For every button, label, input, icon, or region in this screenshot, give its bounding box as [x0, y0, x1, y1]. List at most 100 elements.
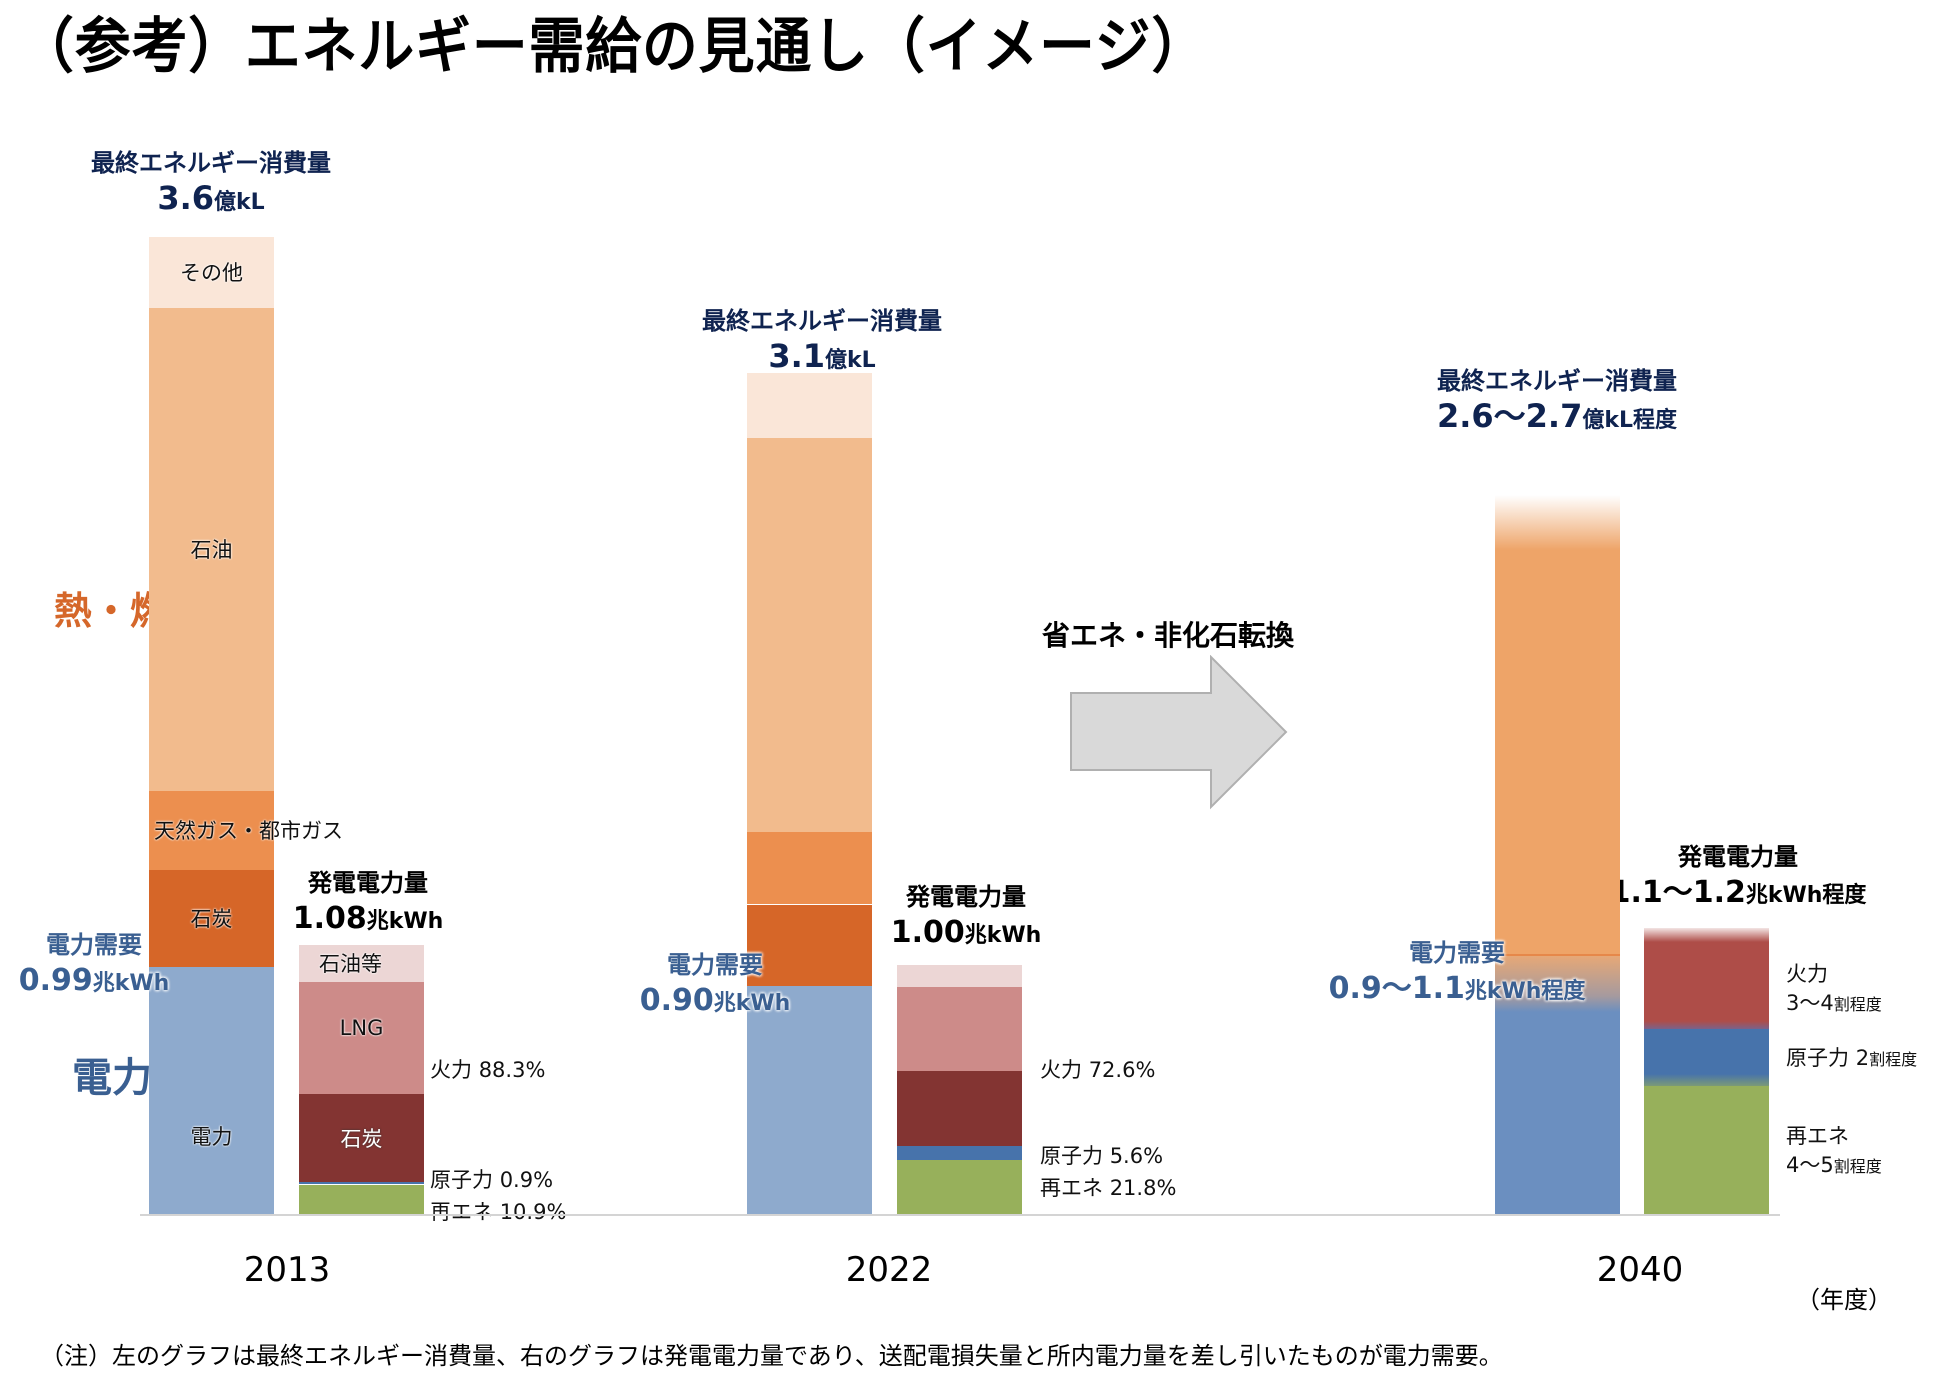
- power-generation-value: 1.00: [890, 915, 965, 951]
- power-demand-unit: 兆kWh程度: [1464, 979, 1586, 1005]
- x-tick-label-2040: 2040: [1596, 1250, 1684, 1290]
- consumption-segment-label: 石油: [190, 538, 233, 563]
- generation-segment-2040-gen_thermal_2040: [1644, 928, 1769, 1029]
- final-energy-label-2013: 最終エネルギー消費量 3.6億kL: [91, 148, 331, 218]
- generation-segment-2022-gen_lng: [897, 987, 1022, 1071]
- generation-segment-2022-gen_renewable: [897, 1160, 1022, 1214]
- annotation-renewable-2022: 再エネ 21.8%: [1040, 1174, 1176, 1203]
- final-energy-value: 3.1: [768, 337, 826, 375]
- generation-segment-2022-gen_coal: [897, 1071, 1022, 1146]
- consumption-segment-label: 電力: [190, 1124, 233, 1149]
- power-demand-label-2040: 電力需要 0.9～1.1兆kWh程度: [1329, 938, 1586, 1008]
- annotation-suffix: 割程度: [1833, 995, 1882, 1015]
- power-demand-label-2022: 電力需要 0.90兆kWh: [640, 950, 791, 1020]
- final-energy-unit: 億kL: [825, 348, 876, 373]
- annotation-label: 再エネ: [430, 1200, 493, 1224]
- power-generation-label-2013: 発電電力量 1.08兆kWh: [293, 868, 444, 938]
- power-demand-label-2013: 電力需要 0.99兆kWh: [19, 930, 170, 1000]
- annotation-label: 再エネ: [1786, 1124, 1849, 1148]
- final-energy-unit: 億kL程度: [1582, 408, 1678, 433]
- final-energy-unit: 億kL: [214, 190, 265, 215]
- x-axis-baseline: [140, 1214, 1780, 1216]
- consumption-segment-2022-coal: [747, 905, 872, 986]
- power-demand-value: 0.90: [639, 983, 714, 1019]
- annotation-label: 火力: [430, 1058, 472, 1082]
- power-generation-caption: 発電電力量: [1677, 843, 1798, 871]
- annotation-value: 21.8%: [1109, 1176, 1177, 1200]
- final-energy-label-2040: 最終エネルギー消費量 2.6～2.7億kL程度: [1437, 366, 1677, 436]
- power-generation-value: 1.08: [292, 901, 367, 937]
- annotation-nuclear-2013: 原子力 0.9%: [430, 1166, 553, 1195]
- annotation-value: 72.6%: [1088, 1058, 1156, 1082]
- annotation-label: 原子力: [430, 1168, 493, 1192]
- power-generation-caption: 発電電力量: [906, 883, 1026, 911]
- generation-segment-2013-gen_renewable: [299, 1185, 424, 1214]
- consumption-segment-2013-coal: [149, 869, 274, 967]
- final-energy-caption: 最終エネルギー消費量: [702, 307, 942, 335]
- final-energy-value: 2.6～2.7: [1436, 397, 1583, 435]
- annotation-suffix: 割程度: [1833, 1157, 1882, 1177]
- annotation-renewable-2040: 再エネ 4～5割程度: [1786, 1122, 1882, 1181]
- power-category-label: 電力: [72, 1055, 152, 1101]
- generation-segment-2022-gen_nuclear: [897, 1146, 1022, 1160]
- annotation-label: 原子力: [1786, 1046, 1849, 1070]
- consumption-segment-label: 石炭: [190, 907, 233, 932]
- page-title: （参考）エネルギー需給の見通し（イメージ）: [18, 12, 1209, 82]
- power-demand-unit: 兆kWh: [92, 971, 170, 997]
- generation-segment-label: 石油等: [319, 952, 382, 977]
- annotation-thermal-2013: 火力 88.3%: [430, 1056, 545, 1085]
- generation-segment-2013-gen_coal: [299, 1094, 424, 1182]
- annotation-label: 原子力: [1040, 1144, 1103, 1168]
- arrow-caption: 省エネ・非化石転換: [1042, 619, 1295, 652]
- generation-segment-2040-gen_nuclear: [1644, 1028, 1769, 1086]
- annotation-value: 5.6%: [1109, 1144, 1164, 1168]
- generation-segment-2013-gen_lng: [299, 982, 424, 1094]
- power-generation-unit: 兆kWh: [964, 923, 1042, 949]
- arrow-shape: [1070, 655, 1288, 810]
- consumption-segment-2022-oil: [747, 438, 872, 832]
- x-axis-unit-label: （年度）: [1796, 1286, 1892, 1314]
- consumption-segment-2040-electricity_2040: [1495, 956, 1620, 1214]
- consumption-segment-label: 天然ガス・都市ガス: [154, 818, 343, 843]
- generation-segment-label: 石炭: [340, 1127, 383, 1152]
- annotation-label: 再エネ: [1040, 1176, 1103, 1200]
- footnote: （注）左のグラフは最終エネルギー消費量、右のグラフは発電電力量であり、送配電損失…: [40, 1342, 1503, 1370]
- power-demand-value: 0.99: [18, 963, 93, 999]
- annotation-nuclear-2022: 原子力 5.6%: [1040, 1142, 1163, 1171]
- consumption-segment-2022-gas: [747, 831, 872, 904]
- final-energy-value: 3.6: [157, 179, 215, 217]
- consumption-segment-2013-oil: [149, 308, 274, 791]
- generation-segment-2013-gen_nuclear: [299, 1182, 424, 1184]
- power-demand-caption: 電力需要: [667, 951, 763, 979]
- power-demand-unit: 兆kWh: [713, 991, 791, 1017]
- annotation-label: 火力: [1786, 962, 1828, 986]
- consumption-segment-2013-electricity: [149, 967, 274, 1214]
- annotation-thermal-2022: 火力 72.6%: [1040, 1056, 1155, 1085]
- annotation-value: 2: [1855, 1046, 1870, 1070]
- consumption-segment-label: その他: [180, 261, 243, 286]
- final-energy-label-2022: 最終エネルギー消費量 3.1億kL: [702, 306, 942, 376]
- consumption-segment-2013-other: [149, 237, 274, 308]
- power-generation-label-2022: 発電電力量 1.00兆kWh: [891, 882, 1042, 952]
- consumption-segment-2022-electricity: [747, 986, 872, 1214]
- annotation-label: 火力: [1040, 1058, 1082, 1082]
- power-generation-label-2040: 発電電力量 1.1～1.2兆kWh程度: [1610, 842, 1867, 912]
- x-tick-label-2022: 2022: [845, 1250, 933, 1290]
- right-arrow-icon: [1070, 655, 1288, 810]
- power-demand-caption: 電力需要: [1408, 939, 1505, 967]
- generation-segment-2022-gen_oil: [897, 965, 1022, 987]
- power-generation-value: 1.1～1.2: [1609, 875, 1746, 911]
- final-energy-caption: 最終エネルギー消費量: [91, 149, 331, 177]
- annotation-suffix: 割程度: [1869, 1050, 1918, 1069]
- annotation-value: 0.9%: [499, 1168, 554, 1192]
- generation-segment-2013-gen_oil: [299, 945, 424, 982]
- consumption-segment-2040-oil_2040: [1495, 495, 1620, 956]
- generation-segment-2040-gen_renewable: [1644, 1085, 1769, 1215]
- power-demand-caption: 電力需要: [46, 931, 142, 959]
- annotation-renewable-2013: 再エネ 10.9%: [430, 1198, 566, 1227]
- annotation-value: 3～4: [1786, 991, 1834, 1016]
- generation-segment-label: LNG: [339, 1015, 384, 1040]
- consumption-segment-2013-gas: [149, 791, 274, 870]
- annotation-nuclear-2040: 原子力 2割程度: [1786, 1044, 1917, 1073]
- power-generation-unit: 兆kWh: [366, 909, 444, 935]
